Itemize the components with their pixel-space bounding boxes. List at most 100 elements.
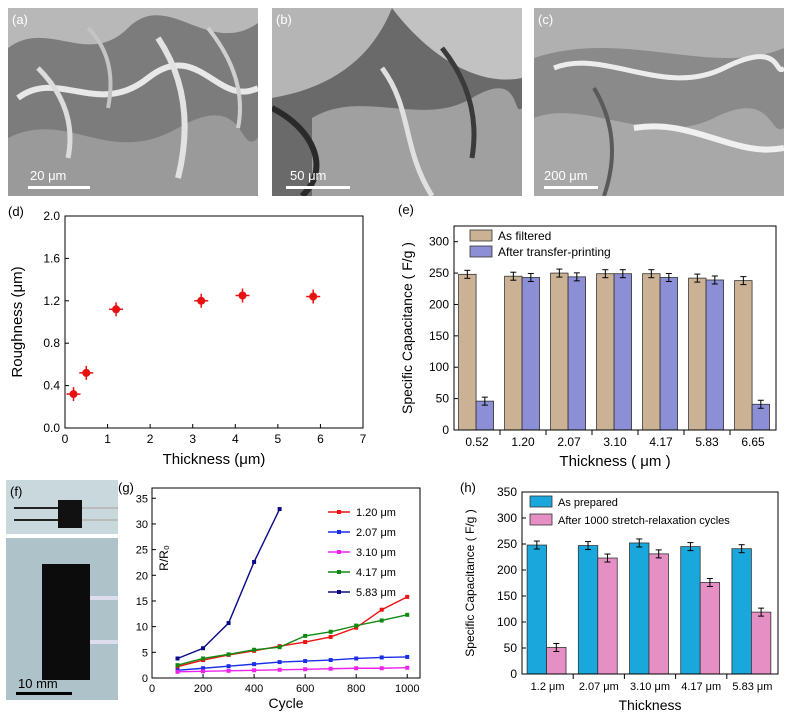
data-point	[252, 662, 257, 667]
legend-label: After transfer-printing	[498, 245, 611, 259]
y-tick-label: 25	[136, 545, 148, 557]
data-point	[277, 660, 282, 665]
x-tick-label: 600	[296, 683, 314, 695]
chart-d-roughness: (d) 0 1 2 3 4 5 6 7 0.0 0.4 0.8 1.2 1.6 2.0 Thickness (…	[8, 204, 367, 468]
data-point	[201, 669, 206, 674]
data-point	[112, 305, 121, 314]
y-tick-label: 200	[429, 297, 449, 311]
data-point	[405, 665, 410, 670]
sem-texture-b	[272, 8, 522, 196]
y-tick-label: 20	[136, 570, 148, 582]
legend-swatch	[469, 245, 493, 258]
data-point	[201, 646, 206, 651]
bar	[699, 582, 721, 675]
y-tick-label: 30	[136, 519, 148, 531]
bar	[731, 548, 752, 675]
y-tick-label: 50	[504, 641, 518, 655]
x-tick-label: 5	[275, 432, 282, 446]
category-label: 3.10 μm	[630, 681, 670, 693]
x-tick-label: 400	[245, 683, 263, 695]
legend-marker	[337, 510, 341, 514]
data-point	[303, 633, 308, 638]
data-point	[252, 668, 257, 673]
series-line	[177, 596, 408, 668]
legend-swatch	[529, 513, 553, 526]
y-tick-label: 1.6	[43, 251, 60, 265]
category-label: 5.83	[695, 435, 719, 449]
y-tick-label: 300	[429, 235, 449, 249]
y-tick-label: 150	[497, 589, 517, 603]
y-tick-label: 150	[429, 329, 449, 343]
category-label: 5.83 μm	[732, 681, 772, 693]
data-point	[277, 507, 282, 512]
chart-h-capacitance: (h) 1.2 μm 2.07 μm 3.10 μm 4.17 μm 5.83 μm 0 50…	[460, 480, 779, 713]
bar	[705, 279, 724, 431]
y-tick-label: 100	[429, 360, 449, 374]
scale-bar-b	[286, 186, 350, 189]
bar	[659, 277, 678, 431]
panel-label-b: (b)	[276, 12, 292, 27]
legend-swatch	[469, 229, 493, 242]
y-tick-label: 1.2	[43, 294, 60, 308]
bar	[734, 280, 753, 431]
sem-texture-a	[8, 8, 258, 196]
data-point	[379, 618, 384, 623]
y-axis-label: Specific Capacitance ( F/g )	[399, 242, 415, 414]
y-tick-label: 0	[442, 423, 449, 437]
data-point	[69, 390, 78, 399]
scale-bar-c	[544, 186, 598, 189]
x-tick-label: 7	[360, 432, 367, 446]
x-tick-label: 200	[194, 683, 212, 695]
legend-label: As filtered	[498, 229, 551, 243]
data-point	[201, 666, 206, 671]
bar	[577, 545, 599, 675]
plot-frame	[453, 225, 777, 431]
y-tick-label: 0.8	[43, 336, 60, 350]
y-axis-label: Roughness (μm)	[9, 266, 26, 377]
data-point	[226, 652, 231, 657]
y-axis-label: Specific Capacitance ( F/g )	[463, 509, 477, 656]
panel-label-a: (a)	[12, 12, 28, 27]
category-label: 2.07	[557, 435, 581, 449]
sem-image-c: (c) 200 μm	[534, 8, 784, 196]
data-point	[175, 663, 180, 668]
y-tick-label: 0.0	[43, 421, 60, 435]
data-point	[303, 640, 308, 645]
photo-f: (f) 10 mm	[6, 480, 118, 700]
data-point	[354, 625, 359, 630]
x-axis-label: Thickness	[618, 697, 681, 713]
category-label: 2.07 μm	[579, 681, 619, 693]
data-point	[354, 656, 359, 661]
category-label: 0.52	[465, 435, 489, 449]
sem-texture-c	[534, 8, 784, 196]
data-point	[197, 296, 206, 305]
data-point	[328, 629, 333, 634]
bar	[613, 273, 632, 431]
data-point	[252, 647, 257, 652]
chart-e-capacitance: (e) 0.52 1.20 2.07 3.10 4.17 5.83 6.65 0 50 100 150…	[398, 202, 777, 470]
data-point	[175, 669, 180, 674]
panel-label: (d)	[8, 204, 24, 219]
y-tick-label: 100	[497, 615, 517, 629]
data-point	[277, 645, 282, 650]
category-label: 4.17 μm	[681, 681, 721, 693]
y-tick-label: 50	[436, 392, 450, 406]
series-line	[177, 508, 281, 660]
data-point	[328, 634, 333, 639]
bar	[526, 544, 547, 675]
bar	[642, 273, 661, 431]
data-point	[405, 612, 410, 617]
sem-image-a: (a) 20 μm	[8, 8, 258, 196]
bar	[596, 273, 615, 431]
y-tick-label: 0.4	[43, 379, 60, 393]
device-photo	[6, 480, 118, 700]
data-point	[82, 368, 91, 377]
panel-label: (e)	[398, 202, 414, 217]
y-tick-label: 250	[497, 537, 517, 551]
data-point	[175, 656, 180, 661]
bar	[648, 553, 669, 675]
data-point	[405, 654, 410, 659]
x-tick-label: 800	[347, 683, 365, 695]
panel-label: (g)	[118, 480, 134, 495]
category-label: 1.20	[511, 435, 535, 449]
